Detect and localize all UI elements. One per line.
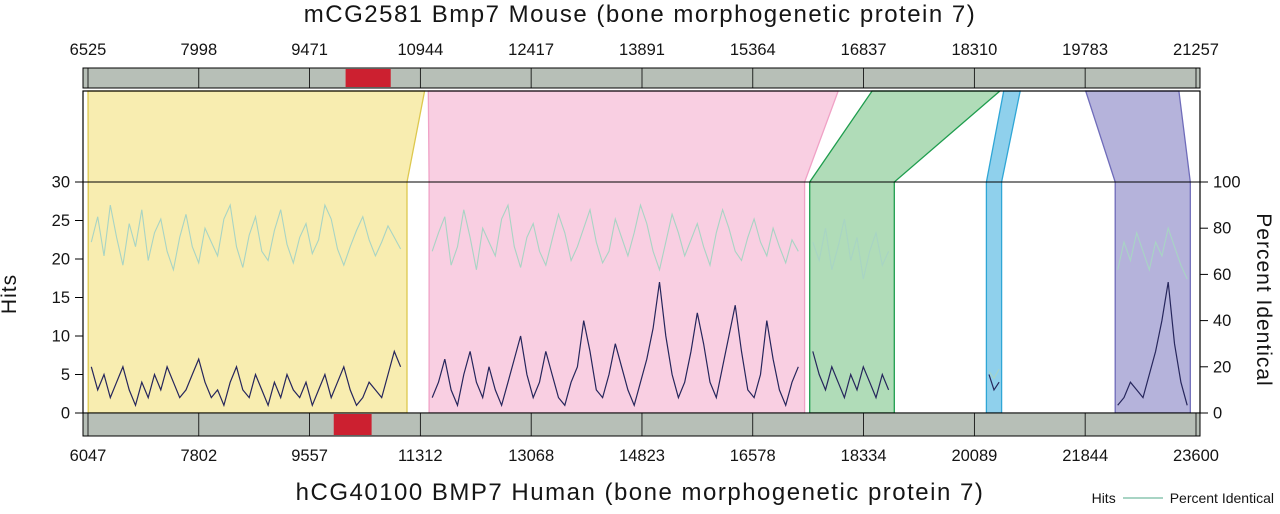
percent-identical-line-purple xyxy=(1117,226,1188,280)
human-gene-bar xyxy=(82,412,1201,437)
top-axis-tick-label: 18310 xyxy=(951,41,997,59)
bottom-axis-tick-label: 16578 xyxy=(730,447,776,465)
mouse-red-marker xyxy=(345,69,391,87)
hits-line-yellow xyxy=(90,349,402,408)
mouse-gene-bar xyxy=(82,67,1201,89)
top-axis-tick-label: 13891 xyxy=(619,41,665,59)
top-axis-tick-label: 19783 xyxy=(1062,41,1108,59)
percent-identical-line-yellow xyxy=(90,203,402,272)
region-pink xyxy=(427,90,840,414)
bottom-axis-tick-label: 11312 xyxy=(398,447,443,465)
hits-line-blue xyxy=(988,374,1000,392)
hits-line-green xyxy=(812,351,890,400)
left-axis-tick-label: 10 xyxy=(52,328,70,346)
right-axis-tick-label: 60 xyxy=(1213,266,1231,284)
top-axis-tick-label: 9471 xyxy=(291,41,328,59)
left-axis-tick-label: 0 xyxy=(61,405,70,423)
percent-identical-line-pink xyxy=(431,203,799,272)
top-axis-tick-label: 10944 xyxy=(397,41,443,59)
right-axis-tick-label: 20 xyxy=(1213,358,1231,376)
top-axis-tick-label: 12417 xyxy=(508,41,554,59)
right-axis-tick-label: 0 xyxy=(1213,405,1222,423)
mouse-gene-title: mCG2581 Bmp7 Mouse (bone morphogenetic p… xyxy=(303,1,977,28)
left-axis-tick-label: 30 xyxy=(52,174,70,192)
axes: 6525 7998 9471 10944 12417 13891 15364 16837 183… xyxy=(52,41,1241,465)
bottom-axis-tick-label: 23600 xyxy=(1173,447,1219,465)
left-axis-tick-label: 15 xyxy=(52,289,70,307)
top-axis-tick-label: 6525 xyxy=(70,41,107,59)
top-axis-tick-label: 21257 xyxy=(1173,41,1219,59)
left-axis-tick-label: 20 xyxy=(52,251,70,269)
bottom-axis-tick-label: 21844 xyxy=(1062,447,1108,465)
right-axis-title: Percent Identical xyxy=(1252,213,1275,386)
bottom-axis-tick-label: 6047 xyxy=(70,447,107,465)
top-axis-tick-label: 7998 xyxy=(180,41,217,59)
bottom-axis-tick-label: 18334 xyxy=(841,447,887,465)
left-axis-tick-label: 5 xyxy=(61,366,70,384)
top-axis-tick-label: 16837 xyxy=(841,41,887,59)
bottom-axis-tick-label: 7802 xyxy=(180,447,217,465)
percent-identical-line-swatch xyxy=(1122,497,1163,499)
legend-pct-label: Percent Identical xyxy=(1169,490,1274,506)
gene-bars xyxy=(82,67,1201,437)
bottom-axis-tick-label: 14823 xyxy=(619,447,665,465)
right-axis-tick-label: 100 xyxy=(1213,174,1241,192)
bottom-axis-tick-label: 13068 xyxy=(508,447,554,465)
human-red-marker xyxy=(333,414,372,435)
bottom-axis-tick-label: 9557 xyxy=(291,447,328,465)
top-axis-tick-label: 15364 xyxy=(730,41,776,59)
right-axis-tick-label: 40 xyxy=(1213,312,1231,330)
data-series xyxy=(90,203,1188,408)
left-axis-title: Hits xyxy=(0,274,21,314)
percent-identical-line-blue xyxy=(988,368,1000,380)
left-axis-tick-label: 25 xyxy=(52,212,70,230)
hits-line-purple xyxy=(1117,282,1188,406)
percent-identical-line-green xyxy=(812,218,890,280)
hits-line-pink xyxy=(431,282,799,408)
human-gene-title: hCG40100 BMP7 Human (bone morphogenetic … xyxy=(295,479,985,506)
bottom-axis-tick-label: 20089 xyxy=(951,447,997,465)
legend: Hits Percent Identical xyxy=(1085,490,1274,506)
legend-hits-label: Hits xyxy=(1091,490,1116,506)
right-axis-tick-label: 80 xyxy=(1213,220,1231,238)
